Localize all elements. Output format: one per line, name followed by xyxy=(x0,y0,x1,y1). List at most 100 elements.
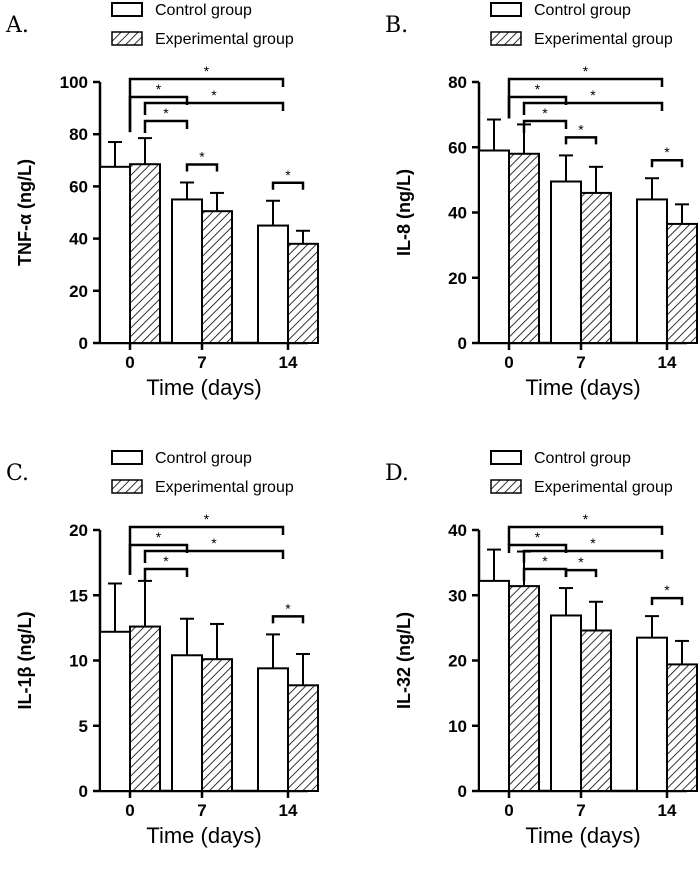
significance-star: * xyxy=(590,87,596,103)
legend-swatch-experimental xyxy=(111,31,143,46)
y-tick-label: 15 xyxy=(69,586,88,605)
significance-bracket: * xyxy=(522,553,568,581)
bar-experimental xyxy=(201,210,233,344)
significance-star: * xyxy=(664,144,670,160)
y-tick-label: 20 xyxy=(69,282,88,301)
y-tick-label: 5 xyxy=(79,717,88,736)
significance-star: * xyxy=(578,121,584,137)
y-tick-label: 40 xyxy=(448,521,467,540)
bracket-line xyxy=(564,568,598,578)
chart-panel-3: C. Control group Experimental group 0 5 10 15 2… xyxy=(6,450,319,848)
chart-panel-4: D. Control group Experimental group 0 10 20 30… xyxy=(385,450,698,848)
significance-bracket: * xyxy=(143,553,189,581)
significance-star: * xyxy=(211,87,217,103)
y-tick-label: 30 xyxy=(448,586,467,605)
x-tick-label: 0 xyxy=(504,353,513,372)
significance-bracket: * xyxy=(507,529,568,553)
significance-star: * xyxy=(590,535,596,551)
y-tick-label: 80 xyxy=(69,125,88,144)
significance-bracket: * xyxy=(128,511,285,575)
bracket-line xyxy=(271,615,305,624)
significance-star: * xyxy=(285,600,291,616)
bar-experimental xyxy=(666,663,698,792)
y-tick-label: 40 xyxy=(69,230,88,249)
legend-label-experimental: Experimental group xyxy=(534,31,673,48)
bracket-line xyxy=(185,163,219,172)
bracket-line xyxy=(128,525,285,575)
bar-experimental xyxy=(508,585,540,792)
bar-experimental xyxy=(508,152,540,344)
significance-bracket: * xyxy=(522,535,664,563)
y-axis-label: IL-1β (ng/L) xyxy=(15,612,35,710)
legend-label-control: Control group xyxy=(155,2,252,19)
y-axis-label: IL-32 (ng/L) xyxy=(394,612,414,709)
significance-star: * xyxy=(583,511,589,527)
legend: Control group Experimental group xyxy=(490,2,673,48)
bracket-line xyxy=(128,543,189,575)
bar-experimental xyxy=(666,222,698,344)
legend-label-experimental: Experimental group xyxy=(155,31,294,48)
bar-experimental xyxy=(580,629,612,792)
significance-star: * xyxy=(211,535,217,551)
legend-swatch-control xyxy=(490,2,522,17)
y-tick-label: 80 xyxy=(448,73,467,92)
y-tick-label: 20 xyxy=(69,521,88,540)
bar-experimental xyxy=(287,242,319,345)
significance-star: * xyxy=(204,63,210,79)
bar-experimental xyxy=(201,658,233,792)
legend: Control group Experimental group xyxy=(111,450,294,496)
legend-label-experimental: Experimental group xyxy=(534,479,673,496)
significance-bracket: * xyxy=(650,144,684,168)
significance-bracket: * xyxy=(128,63,285,133)
significance-bracket: * xyxy=(522,87,664,115)
legend-label-control: Control group xyxy=(155,450,252,467)
significance-star: * xyxy=(542,553,548,569)
y-tick-label: 20 xyxy=(448,652,467,671)
x-axis-label: Time (days) xyxy=(146,823,261,848)
significance-star: * xyxy=(199,148,205,164)
bracket-line xyxy=(271,181,305,190)
significance-star: * xyxy=(583,63,589,79)
bar-control xyxy=(550,614,582,792)
significance-star: * xyxy=(535,81,541,97)
significance-star: * xyxy=(163,105,169,121)
x-tick-label: 7 xyxy=(197,353,206,372)
x-axis-label: Time (days) xyxy=(525,375,640,400)
x-tick-label: 14 xyxy=(279,801,298,820)
y-tick-label: 0 xyxy=(458,334,467,353)
bar-control xyxy=(171,198,203,344)
significance-star: * xyxy=(578,554,584,570)
significance-star: * xyxy=(285,167,291,183)
significance-bracket: * xyxy=(128,81,189,133)
significance-bracket: * xyxy=(522,105,568,133)
bracket-line xyxy=(522,567,568,581)
legend: Control group Experimental group xyxy=(490,450,673,496)
y-tick-label: 10 xyxy=(69,652,88,671)
significance-bracket: * xyxy=(271,600,305,624)
y-tick-label: 0 xyxy=(458,782,467,801)
significance-bracket: * xyxy=(507,511,664,546)
x-tick-label: 0 xyxy=(125,353,134,372)
legend-label-control: Control group xyxy=(534,450,631,467)
legend-swatch-experimental xyxy=(490,479,522,494)
y-tick-label: 0 xyxy=(79,782,88,801)
legend-swatch-control xyxy=(490,450,522,465)
significance-bracket: * xyxy=(507,81,568,119)
x-tick-label: 0 xyxy=(504,801,513,820)
bracket-line xyxy=(564,136,598,145)
bracket-line xyxy=(507,525,664,546)
y-tick-label: 60 xyxy=(69,177,88,196)
bracket-line xyxy=(522,101,664,115)
bar-experimental xyxy=(129,625,161,792)
significance-bracket: * xyxy=(143,105,189,133)
panel-letter: B. xyxy=(385,13,408,38)
x-tick-label: 14 xyxy=(658,801,677,820)
bracket-line xyxy=(507,543,568,553)
bracket-line xyxy=(143,549,285,563)
bracket-line xyxy=(650,596,684,606)
y-tick-label: 0 xyxy=(79,334,88,353)
x-tick-label: 7 xyxy=(576,353,585,372)
x-tick-label: 7 xyxy=(576,801,585,820)
